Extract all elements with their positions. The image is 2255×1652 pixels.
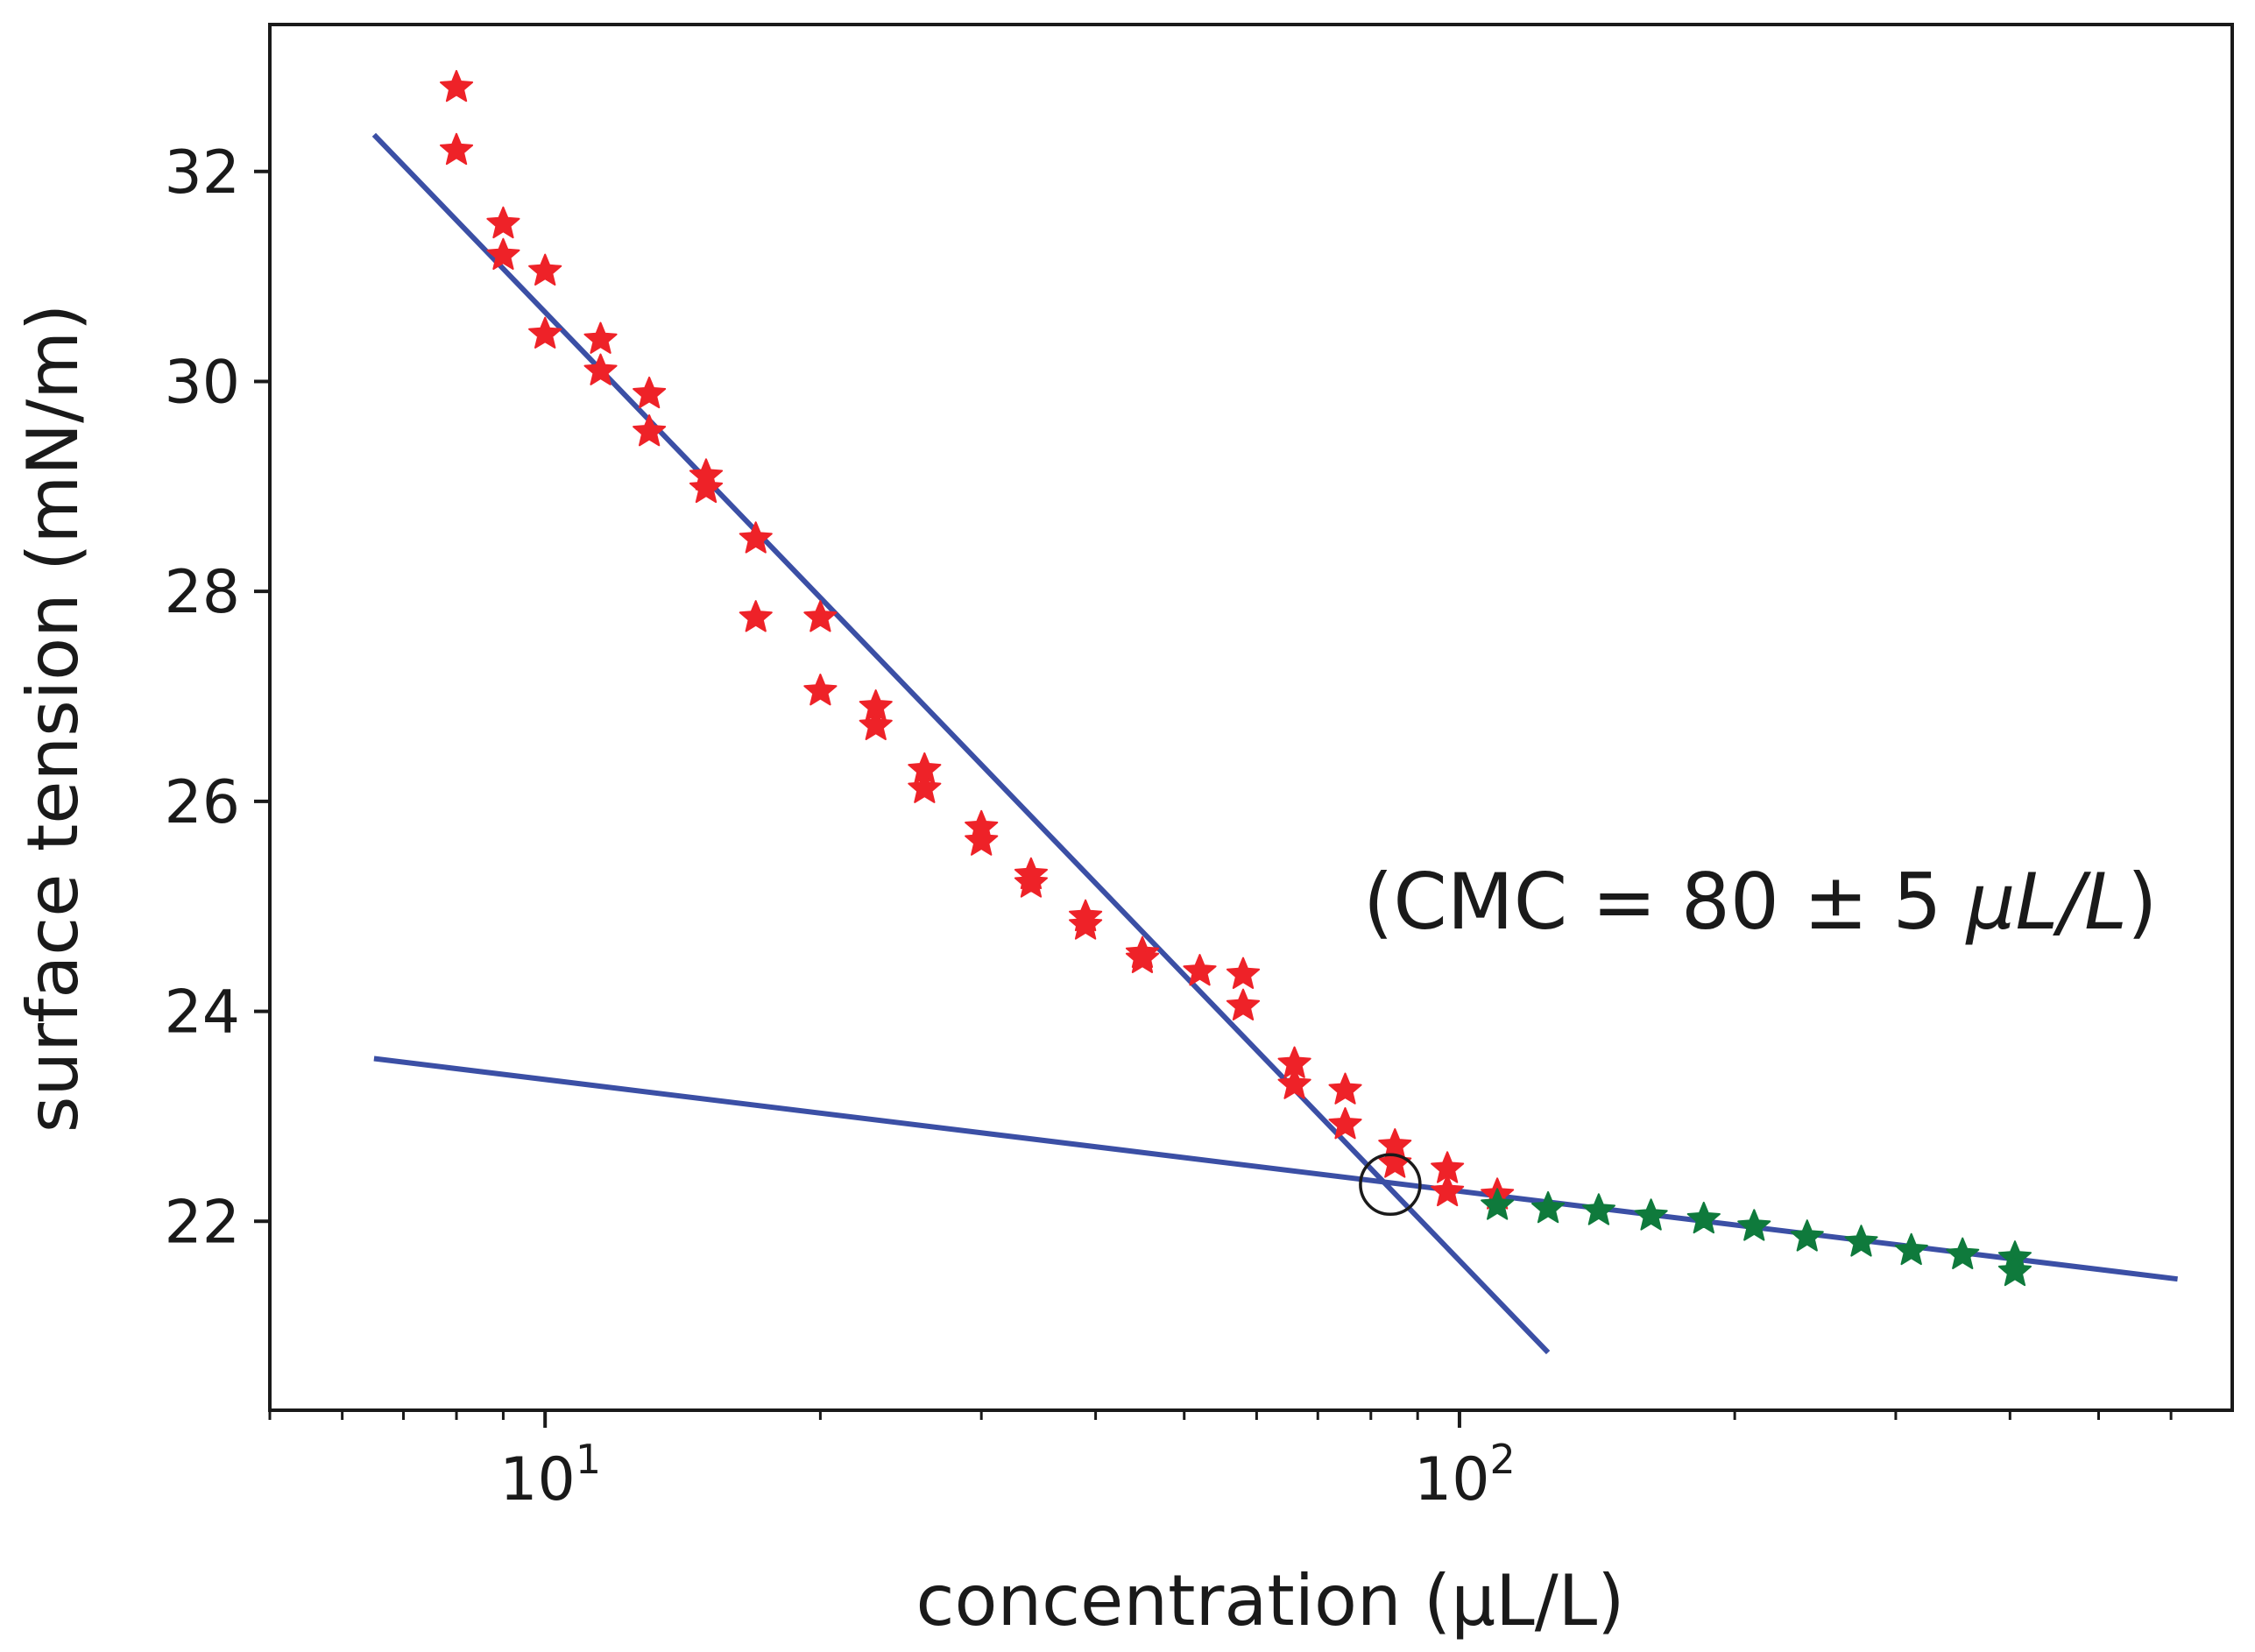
red-star-point-25 [1069, 907, 1103, 940]
red-star-point-21 [965, 823, 999, 856]
x-tick-label-10: 101 [499, 1436, 601, 1514]
red-star-point-8 [633, 376, 667, 409]
red-star-point-30 [1226, 988, 1261, 1020]
y-tick-label-32: 32 [164, 138, 240, 208]
red-star-point-15 [803, 674, 838, 706]
green-star-point-7 [1844, 1225, 1878, 1257]
green-star-point-3 [1634, 1198, 1668, 1231]
green-star-point-4 [1686, 1201, 1721, 1234]
y-tick-label-26: 26 [164, 768, 240, 837]
red-star-point-6 [583, 321, 618, 354]
green-star-point-9 [1946, 1237, 1980, 1269]
red-star-point-23 [1014, 865, 1048, 898]
red-star-point-19 [908, 771, 942, 803]
red-star-point-3 [486, 237, 520, 270]
red-star-point-7 [583, 353, 618, 385]
x-tick-label-100: 102 [1414, 1436, 1516, 1514]
x-axis-label: concentration (μL/L) [916, 1560, 1625, 1641]
red-star-point-34 [1328, 1107, 1362, 1140]
y-tick-label-22: 22 [164, 1188, 240, 1257]
red-star-point-11 [689, 470, 724, 504]
cmc-annotation-suffix: ) [2127, 857, 2157, 947]
red-star-point-33 [1328, 1072, 1362, 1105]
red-star-point-29 [1226, 957, 1261, 989]
fit-lines [371, 132, 2178, 1355]
cmc-annotation-unit: μL/L [1964, 857, 2127, 947]
green-star-point-0 [1481, 1188, 1515, 1220]
fit-line-pre-cmc [371, 132, 1551, 1355]
y-axis-label: surface tension (mN/m) [12, 304, 94, 1133]
fit-line-post-cmc [373, 1055, 2178, 1282]
green-star-point-6 [1790, 1219, 1824, 1252]
red-star-point-17 [859, 708, 893, 740]
red-star-point-27 [1125, 941, 1160, 973]
red-star-point-38 [1431, 1174, 1465, 1207]
red-star-point-2 [486, 206, 520, 239]
red-star-point-4 [528, 253, 562, 286]
green-star-point-8 [1894, 1232, 1928, 1266]
plot-frame [268, 23, 2234, 1412]
red-star-point-28 [1183, 954, 1217, 986]
red-star-point-13 [739, 600, 773, 632]
red-star-point-5 [528, 316, 562, 349]
axes: 22 24 26 28 30 32 101 102 [164, 138, 2173, 1514]
y-tick-label-24: 24 [164, 978, 240, 1048]
cmc-annotation-pm: ± [1779, 857, 1893, 947]
red-star-point-9 [633, 414, 667, 447]
green-star-point-11 [1997, 1253, 2032, 1287]
red-star-point-14 [803, 600, 838, 632]
red-star-point-32 [1277, 1067, 1311, 1099]
cmc-annotation-prefix: (CMC = 80 [1363, 857, 1779, 947]
data-markers [440, 69, 2032, 1287]
y-tick-label-30: 30 [164, 348, 240, 417]
cmc-annotation-value: 5 [1893, 857, 1967, 947]
cmc-intersection-marker [1359, 1153, 1422, 1217]
green-star-point-1 [1531, 1190, 1566, 1224]
green-star-point-2 [1581, 1193, 1615, 1225]
green-star-point-5 [1737, 1209, 1771, 1241]
cmc-annotation: (CMC = 80 ± 5 μL/L) [1363, 857, 2158, 947]
y-tick-label-28: 28 [164, 558, 240, 627]
red-star-point-12 [739, 521, 773, 554]
red-star-point-1 [440, 132, 474, 166]
red-star-point-0 [440, 69, 474, 102]
